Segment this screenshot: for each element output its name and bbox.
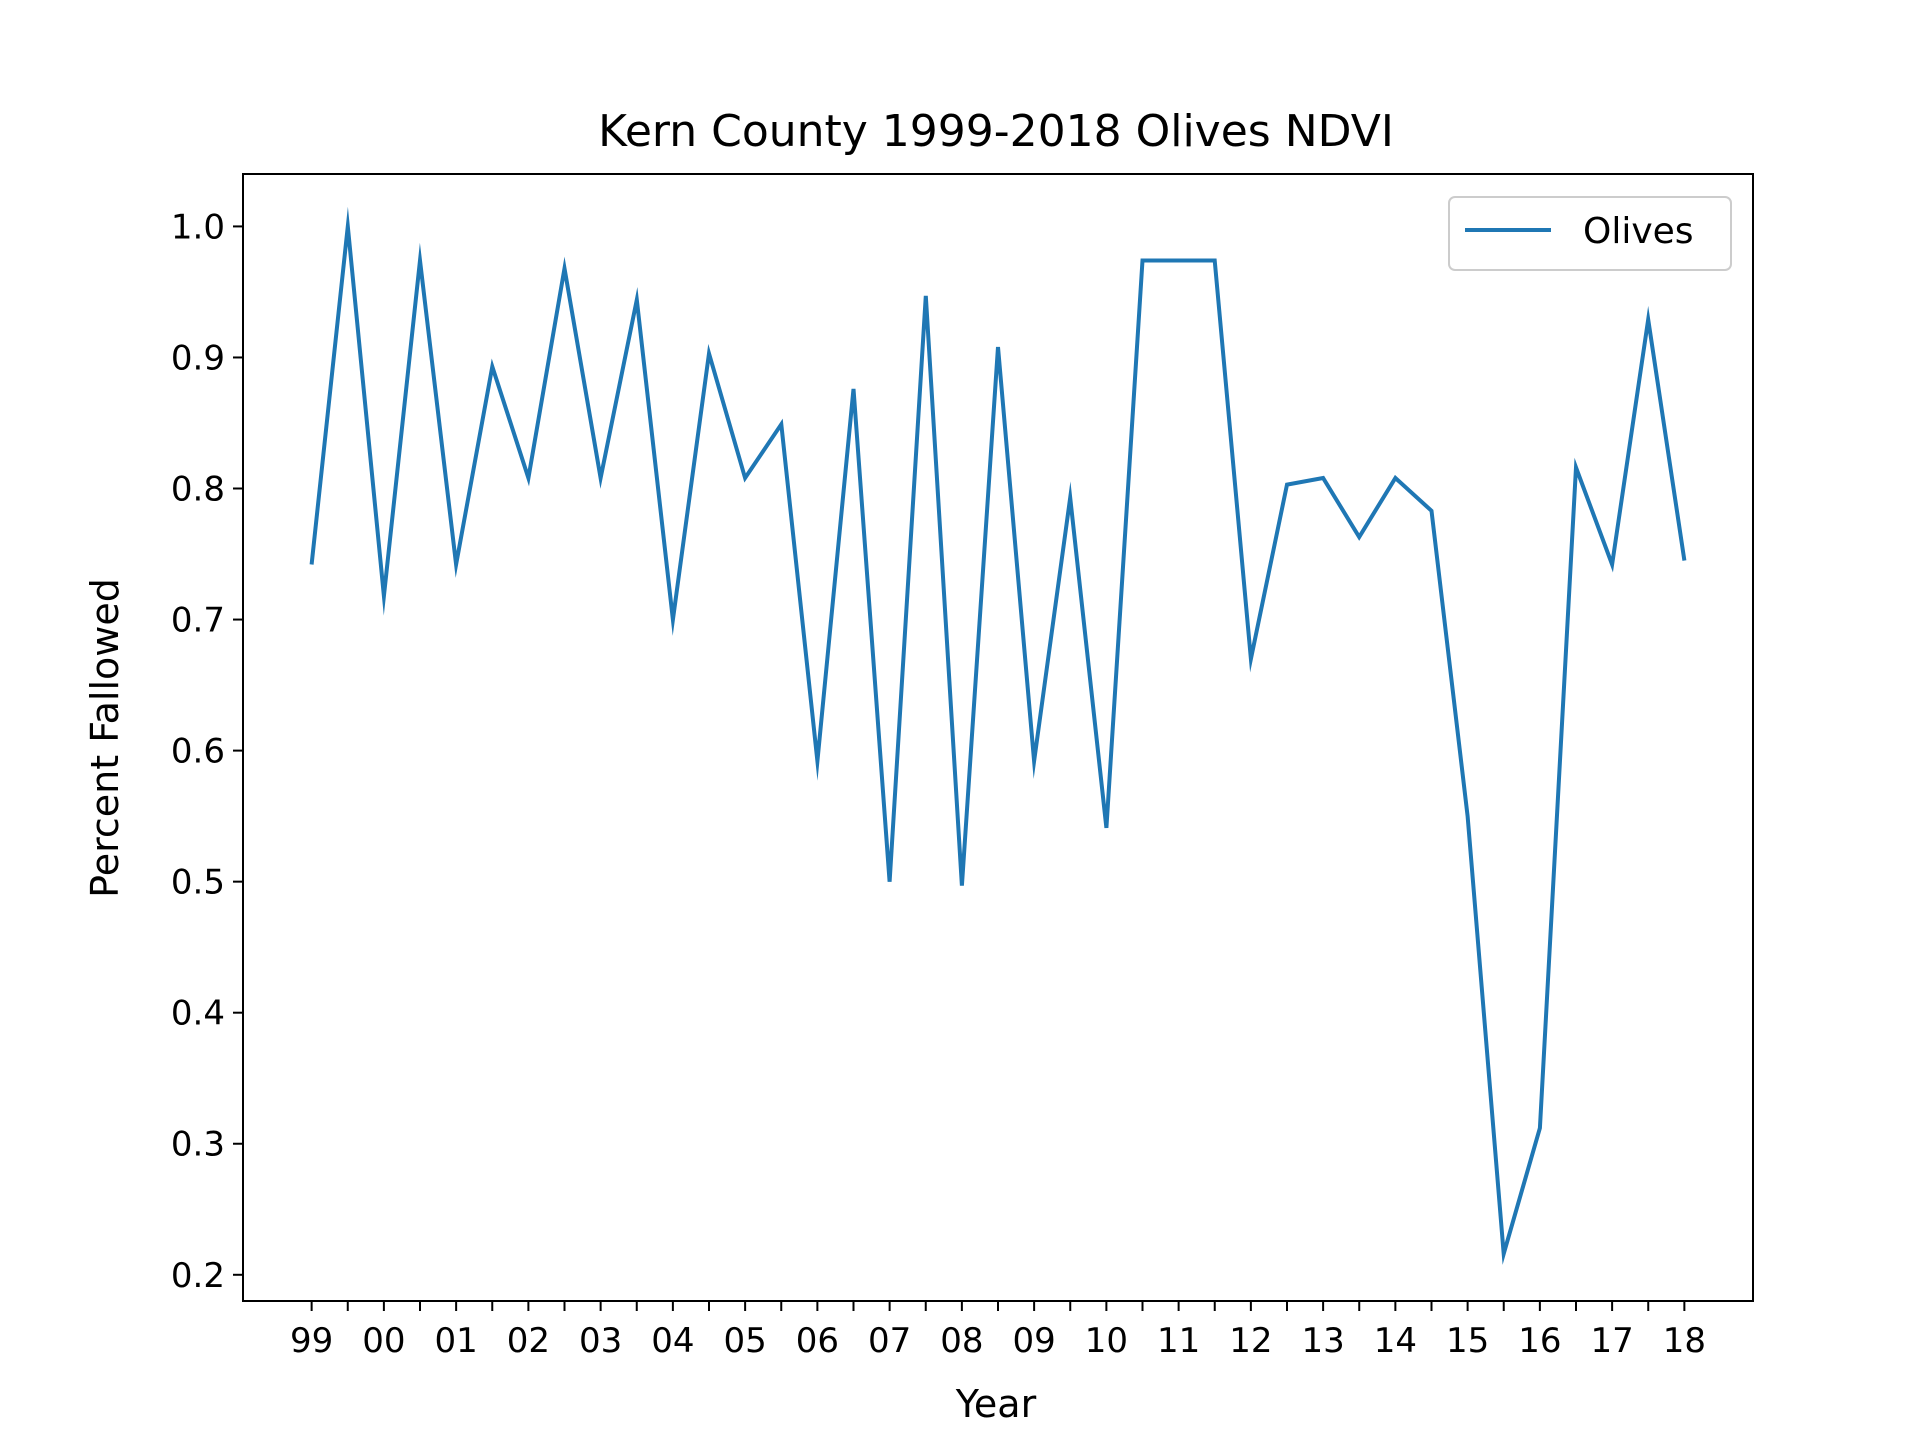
x-tick-label: 00 [362, 1321, 405, 1361]
y-tick-label: 0.9 [171, 338, 225, 378]
y-tick-label: 0.5 [171, 863, 225, 903]
legend-label-olives: Olives [1583, 211, 1694, 252]
x-axis-label: Year [955, 1382, 1037, 1426]
x-tick-label: 06 [796, 1321, 839, 1361]
series-line-olives [309, 206, 1687, 1265]
x-tick-label: 04 [651, 1321, 694, 1361]
y-axis-label: Percent Fallowed [83, 578, 127, 898]
y-tick-label: 1.0 [171, 207, 225, 247]
x-tick-label: 15 [1446, 1321, 1489, 1361]
x-tick-label: 03 [579, 1321, 622, 1361]
x-tick-label: 16 [1518, 1321, 1561, 1361]
x-tick-label: 07 [868, 1321, 911, 1361]
x-tick-label: 18 [1663, 1321, 1706, 1361]
x-tick-label: 12 [1229, 1321, 1272, 1361]
y-tick-label: 0.7 [171, 601, 225, 641]
y-tick-label: 0.6 [171, 732, 225, 772]
x-tick-label: 99 [290, 1321, 333, 1361]
x-tick-label: 13 [1301, 1321, 1344, 1361]
x-axis-ticks: 99 00 01 02 03 04 05 06 07 08 09 10 11 12 13 14 15 16 17 18 [290, 1301, 1706, 1361]
y-axis-ticks: 0.2 0.3 0.4 0.5 0.6 0.7 0.8 0.9 1.0 [171, 207, 243, 1296]
y-tick-label: 0.8 [171, 470, 225, 510]
y-tick-label: 0.2 [171, 1256, 225, 1296]
x-tick-label: 08 [940, 1321, 983, 1361]
x-tick-label: 09 [1012, 1321, 1055, 1361]
x-tick-label: 05 [723, 1321, 766, 1361]
x-tick-label: 02 [507, 1321, 550, 1361]
x-tick-label: 17 [1590, 1321, 1633, 1361]
series-layer [309, 206, 1687, 1265]
x-tick-label: 11 [1157, 1321, 1200, 1361]
chart-title: Kern County 1999-2018 Olives NDVI [598, 106, 1394, 157]
x-tick-label: 01 [435, 1321, 478, 1361]
legend-box [1448, 196, 1732, 271]
x-tick-label: 10 [1085, 1321, 1128, 1361]
y-tick-label: 0.3 [171, 1125, 225, 1165]
legend: Olives [1448, 196, 1732, 271]
x-tick-label: 14 [1374, 1321, 1417, 1361]
plot-area-frame [242, 173, 1754, 1302]
y-tick-label: 0.4 [171, 994, 225, 1034]
